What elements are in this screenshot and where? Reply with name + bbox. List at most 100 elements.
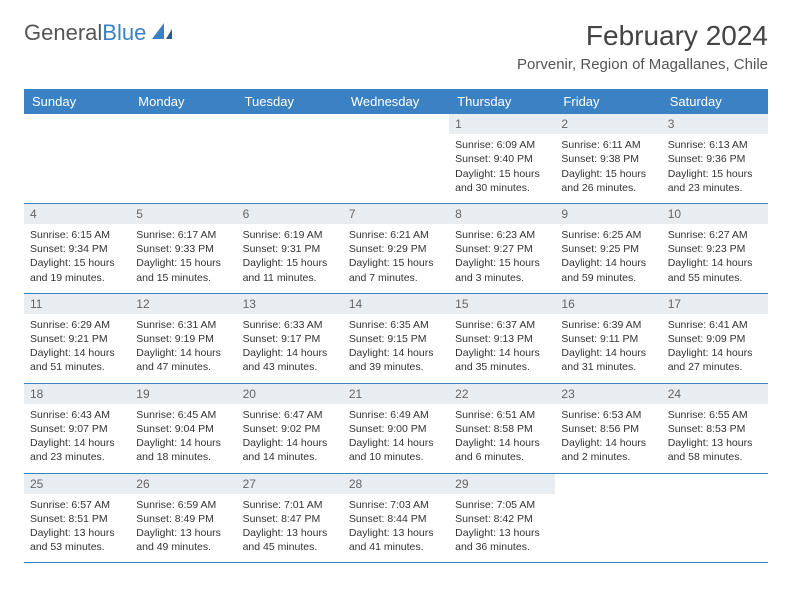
calendar-day: 27Sunrise: 7:01 AMSunset: 8:47 PMDayligh…: [237, 474, 343, 563]
day-number: 20: [237, 384, 343, 404]
daylight-text: Daylight: 14 hours and 23 minutes.: [30, 436, 124, 464]
daylight-text: Daylight: 14 hours and 31 minutes.: [561, 346, 655, 374]
logo-text: GeneralBlue: [24, 20, 146, 46]
sunset-text: Sunset: 9:13 PM: [455, 332, 549, 346]
daylight-text: Daylight: 15 hours and 15 minutes.: [136, 256, 230, 284]
daylight-text: Daylight: 14 hours and 27 minutes.: [668, 346, 762, 374]
sunrise-text: Sunrise: 6:29 AM: [30, 318, 124, 332]
day-headers-row: SundayMondayTuesdayWednesdayThursdayFrid…: [24, 89, 768, 114]
logo-word1: General: [24, 20, 102, 45]
calendar-day: 20Sunrise: 6:47 AMSunset: 9:02 PMDayligh…: [237, 384, 343, 473]
calendar-day: 2Sunrise: 6:11 AMSunset: 9:38 PMDaylight…: [555, 114, 661, 203]
calendar-day: 29Sunrise: 7:05 AMSunset: 8:42 PMDayligh…: [449, 474, 555, 563]
daylight-text: Daylight: 14 hours and 35 minutes.: [455, 346, 549, 374]
sunset-text: Sunset: 9:04 PM: [136, 422, 230, 436]
day-number: 26: [130, 474, 236, 494]
sunrise-text: Sunrise: 6:35 AM: [349, 318, 443, 332]
calendar-day: 23Sunrise: 6:53 AMSunset: 8:56 PMDayligh…: [555, 384, 661, 473]
sunrise-text: Sunrise: 6:47 AM: [243, 408, 337, 422]
calendar-day: 18Sunrise: 6:43 AMSunset: 9:07 PMDayligh…: [24, 384, 130, 473]
sunset-text: Sunset: 9:40 PM: [455, 152, 549, 166]
sunrise-text: Sunrise: 6:51 AM: [455, 408, 549, 422]
calendar-week: 18Sunrise: 6:43 AMSunset: 9:07 PMDayligh…: [24, 384, 768, 474]
calendar-body: 1 Sunrise: 6:09 AMSunset: 9:40 PM Daylight…: [24, 114, 768, 563]
calendar-week: 25Sunrise: 6:57 AMSunset: 8:51 PMDayligh…: [24, 474, 768, 564]
calendar-day: 14 Sunrise: 6:35 AMSunset: 9:15 PMDayligh…: [343, 294, 449, 383]
daylight-text: Daylight: 14 hours and 39 minutes.: [349, 346, 443, 374]
calendar-day: 3Sunrise: 6:13 AMSunset: 9:36 PMDaylight…: [662, 114, 768, 203]
calendar-day: 10Sunrise: 6:27 AMSunset: 9:23 PMDayligh…: [662, 204, 768, 293]
daylight-text: Daylight: 14 hours and 6 minutes.: [455, 436, 549, 464]
location-text: Porvenir, Region of Magallanes, Chile: [517, 56, 768, 73]
sunset-text: Sunset: 9:17 PM: [243, 332, 337, 346]
calendar-day: 13Sunrise: 6:33 AMSunset: 9:17 PMDayligh…: [237, 294, 343, 383]
sunrise-text: Sunrise: 6:43 AM: [30, 408, 124, 422]
day-number: 28: [343, 474, 449, 494]
sunset-text: Sunset: 9:33 PM: [136, 242, 230, 256]
daylight-text: Daylight: 14 hours and 14 minutes.: [243, 436, 337, 464]
calendar-day: 17Sunrise: 6:41 AMSunset: 9:09 PMDayligh…: [662, 294, 768, 383]
sunrise-text: Sunrise: 6:15 AM: [30, 228, 124, 242]
day-number: 16: [555, 294, 661, 314]
calendar-day: 26Sunrise: 6:59 AMSunset: 8:49 PMDayligh…: [130, 474, 236, 563]
daylight-text: Daylight: 13 hours and 53 minutes.: [30, 526, 124, 554]
daylight-text: Daylight: 13 hours and 45 minutes.: [243, 526, 337, 554]
day-number: 21: [343, 384, 449, 404]
calendar-day-empty: [343, 114, 449, 203]
sunrise-text: Sunrise: 6:31 AM: [136, 318, 230, 332]
sunset-text: Sunset: 9:11 PM: [561, 332, 655, 346]
calendar-day: 25Sunrise: 6:57 AMSunset: 8:51 PMDayligh…: [24, 474, 130, 563]
calendar-day: 19Sunrise: 6:45 AMSunset: 9:04 PMDayligh…: [130, 384, 236, 473]
sunrise-text: Sunrise: 6:11 AM: [561, 138, 655, 152]
daylight-text: Daylight: 13 hours and 49 minutes.: [136, 526, 230, 554]
day-number: 15: [449, 294, 555, 314]
day-number: 7: [343, 204, 449, 224]
day-number: 2: [555, 114, 661, 134]
daylight-text: Daylight: 14 hours and 51 minutes.: [30, 346, 124, 374]
calendar-week: 11Sunrise: 6:29 AMSunset: 9:21 PMDayligh…: [24, 294, 768, 384]
calendar-day: 21Sunrise: 6:49 AMSunset: 9:00 PMDayligh…: [343, 384, 449, 473]
daylight-text: Daylight: 14 hours and 43 minutes.: [243, 346, 337, 374]
sunrise-text: Sunrise: 6:53 AM: [561, 408, 655, 422]
sunrise-text: Sunrise: 6:13 AM: [668, 138, 762, 152]
calendar-day-empty: [24, 114, 130, 203]
day-number: 4: [24, 204, 130, 224]
daylight-text: Daylight: 15 hours and 26 minutes.: [561, 167, 655, 195]
day-header: Saturday: [662, 89, 768, 114]
sunset-text: Sunset: 9:15 PM: [349, 332, 443, 346]
sunrise-text: Sunrise: 6:19 AM: [243, 228, 337, 242]
daylight-text: Daylight: 13 hours and 41 minutes.: [349, 526, 443, 554]
calendar-day: 9Sunrise: 6:25 AMSunset: 9:25 PMDaylight…: [555, 204, 661, 293]
daylight-text: Daylight: 14 hours and 18 minutes.: [136, 436, 230, 464]
calendar-day-empty: [237, 114, 343, 203]
day-number: 1: [449, 114, 555, 134]
sunrise-text: Sunrise: 6:25 AM: [561, 228, 655, 242]
calendar-week: 4Sunrise: 6:15 AMSunset: 9:34 PMDaylight…: [24, 204, 768, 294]
calendar-day: 7Sunrise: 6:21 AMSunset: 9:29 PMDaylight…: [343, 204, 449, 293]
calendar-day-empty: [130, 114, 236, 203]
day-header: Thursday: [449, 89, 555, 114]
month-title: February 2024: [517, 20, 768, 52]
sail-icon: [150, 21, 176, 46]
calendar-day: 28Sunrise: 7:03 AMSunset: 8:44 PMDayligh…: [343, 474, 449, 563]
sunset-text: Sunset: 9:19 PM: [136, 332, 230, 346]
calendar-day: 6Sunrise: 6:19 AMSunset: 9:31 PMDaylight…: [237, 204, 343, 293]
day-number: 14: [343, 294, 449, 314]
daylight-text: Daylight: 14 hours and 2 minutes.: [561, 436, 655, 464]
sunrise-text: Sunrise: 6:21 AM: [349, 228, 443, 242]
calendar-day-empty: [662, 474, 768, 563]
sunset-text: Sunset: 9:25 PM: [561, 242, 655, 256]
daylight-text: Daylight: 13 hours and 58 minutes.: [668, 436, 762, 464]
sunrise-text: Sunrise: 6:09 AM: [455, 138, 549, 152]
sunrise-text: Sunrise: 6:55 AM: [668, 408, 762, 422]
sunset-text: Sunset: 8:51 PM: [30, 512, 124, 526]
sunrise-text: Sunrise: 6:33 AM: [243, 318, 337, 332]
calendar-day: 22Sunrise: 6:51 AMSunset: 8:58 PMDayligh…: [449, 384, 555, 473]
calendar-day: 15Sunrise: 6:37 AMSunset: 9:13 PMDayligh…: [449, 294, 555, 383]
sunset-text: Sunset: 8:47 PM: [243, 512, 337, 526]
day-number: 12: [130, 294, 236, 314]
calendar-day: 11Sunrise: 6:29 AMSunset: 9:21 PMDayligh…: [24, 294, 130, 383]
day-number: 9: [555, 204, 661, 224]
sunrise-text: Sunrise: 6:41 AM: [668, 318, 762, 332]
logo-word2: Blue: [102, 20, 146, 45]
